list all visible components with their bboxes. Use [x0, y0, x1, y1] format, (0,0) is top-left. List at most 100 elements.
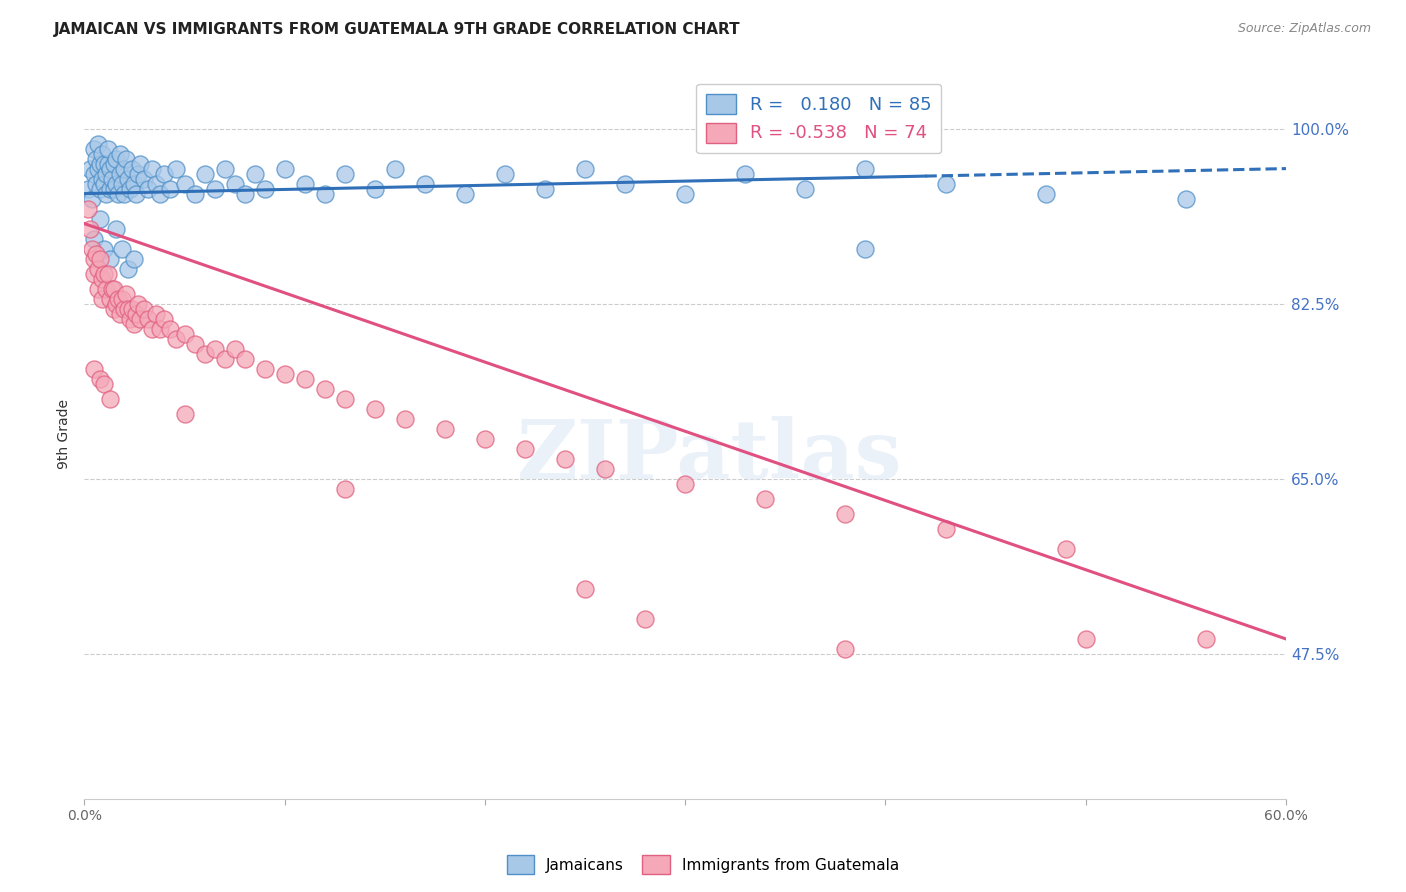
- Point: [183, 186, 205, 201]
- Point: [87, 282, 110, 296]
- Point: [87, 136, 110, 151]
- Point: [115, 152, 138, 166]
- Point: [364, 401, 387, 416]
- Point: [141, 161, 163, 176]
- Point: [934, 522, 956, 536]
- Point: [145, 307, 167, 321]
- Point: [413, 177, 436, 191]
- Point: [159, 322, 181, 336]
- Point: [105, 221, 128, 235]
- Point: [79, 221, 101, 235]
- Point: [193, 167, 215, 181]
- Point: [97, 156, 120, 170]
- Point: [1054, 541, 1077, 556]
- Point: [105, 152, 128, 166]
- Point: [294, 372, 316, 386]
- Point: [233, 186, 256, 201]
- Point: [97, 267, 120, 281]
- Point: [93, 242, 115, 256]
- Point: [93, 376, 115, 391]
- Point: [138, 181, 160, 195]
- Point: [1195, 632, 1218, 646]
- Point: [101, 171, 124, 186]
- Point: [273, 161, 295, 176]
- Point: [83, 142, 105, 156]
- Point: [111, 292, 134, 306]
- Point: [134, 171, 156, 186]
- Point: [91, 292, 114, 306]
- Point: [243, 167, 266, 181]
- Point: [314, 382, 336, 396]
- Point: [127, 167, 149, 181]
- Point: [89, 181, 111, 195]
- Point: [153, 167, 176, 181]
- Point: [103, 156, 125, 170]
- Point: [87, 261, 110, 276]
- Point: [107, 292, 129, 306]
- Point: [110, 167, 132, 181]
- Point: [193, 347, 215, 361]
- Y-axis label: 9th Grade: 9th Grade: [58, 399, 72, 469]
- Point: [89, 211, 111, 226]
- Point: [124, 177, 146, 191]
- Point: [141, 322, 163, 336]
- Point: [115, 286, 138, 301]
- Point: [103, 181, 125, 195]
- Point: [204, 342, 226, 356]
- Point: [294, 177, 316, 191]
- Point: [125, 307, 148, 321]
- Point: [253, 181, 276, 195]
- Point: [183, 336, 205, 351]
- Point: [112, 186, 135, 201]
- Point: [593, 462, 616, 476]
- Point: [494, 167, 516, 181]
- Point: [86, 152, 108, 166]
- Point: [834, 642, 856, 657]
- Text: ZIPatlas: ZIPatlas: [516, 416, 901, 496]
- Point: [83, 232, 105, 246]
- Point: [100, 181, 122, 195]
- Point: [93, 177, 115, 191]
- Point: [117, 171, 139, 186]
- Point: [173, 326, 195, 341]
- Point: [574, 582, 596, 596]
- Point: [433, 422, 456, 436]
- Point: [101, 282, 124, 296]
- Point: [100, 161, 122, 176]
- Point: [534, 181, 557, 195]
- Point: [79, 161, 101, 176]
- Point: [89, 156, 111, 170]
- Legend: R =   0.180   N = 85, R = -0.538   N = 74: R = 0.180 N = 85, R = -0.538 N = 74: [696, 84, 941, 153]
- Point: [83, 267, 105, 281]
- Point: [138, 311, 160, 326]
- Point: [134, 301, 156, 316]
- Point: [794, 181, 817, 195]
- Point: [121, 301, 143, 316]
- Point: [121, 161, 143, 176]
- Point: [754, 491, 776, 506]
- Point: [100, 292, 122, 306]
- Point: [673, 186, 696, 201]
- Point: [333, 392, 356, 406]
- Point: [224, 177, 246, 191]
- Point: [153, 311, 176, 326]
- Point: [273, 367, 295, 381]
- Text: JAMAICAN VS IMMIGRANTS FROM GUATEMALA 9TH GRADE CORRELATION CHART: JAMAICAN VS IMMIGRANTS FROM GUATEMALA 9T…: [53, 22, 740, 37]
- Point: [125, 186, 148, 201]
- Point: [117, 301, 139, 316]
- Point: [129, 156, 152, 170]
- Point: [96, 282, 118, 296]
- Point: [87, 161, 110, 176]
- Point: [173, 407, 195, 421]
- Point: [673, 476, 696, 491]
- Point: [145, 177, 167, 191]
- Legend: Jamaicans, Immigrants from Guatemala: Jamaicans, Immigrants from Guatemala: [501, 849, 905, 880]
- Point: [86, 177, 108, 191]
- Point: [91, 271, 114, 285]
- Point: [364, 181, 387, 195]
- Point: [100, 252, 122, 266]
- Point: [1074, 632, 1097, 646]
- Point: [734, 167, 756, 181]
- Point: [224, 342, 246, 356]
- Point: [474, 432, 496, 446]
